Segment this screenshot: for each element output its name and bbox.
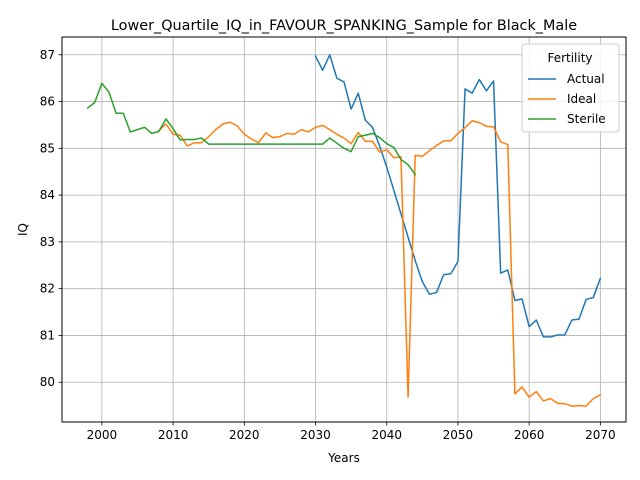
y-tick-label: 86 [40, 95, 55, 109]
y-tick-label: 81 [40, 328, 55, 342]
x-tick-label: 2050 [443, 428, 474, 442]
series-line-actual [314, 54, 602, 338]
y-tick-label: 80 [40, 375, 55, 389]
x-axis-label: Years [327, 451, 360, 465]
legend-label-sterile: Sterile [567, 112, 606, 126]
x-tick-label: 2000 [87, 428, 118, 442]
legend: Fertility Actual Ideal Sterile [521, 43, 620, 133]
series-line-sterile [86, 82, 417, 176]
series-line-ideal [157, 119, 602, 407]
chart-title: Lower_Quartile_IQ_in_FAVOUR_SPANKING_Sam… [111, 18, 577, 34]
x-tick-label: 2060 [514, 428, 545, 442]
x-tick-label: 2020 [229, 428, 260, 442]
legend-label-actual: Actual [567, 72, 605, 86]
x-tick-label: 2010 [158, 428, 189, 442]
y-axis-label: IQ [16, 223, 30, 236]
y-tick-label: 87 [40, 48, 55, 62]
y-axis-ticks: 80 81 82 83 84 85 86 87 [40, 48, 62, 389]
plot-frame [61, 36, 627, 423]
y-tick-label: 85 [40, 141, 55, 155]
x-tick-label: 2040 [371, 428, 402, 442]
legend-box [521, 43, 620, 133]
legend-title: Fertility [547, 51, 592, 65]
series-lines [86, 54, 602, 407]
x-tick-label: 2030 [300, 428, 331, 442]
x-tick-label: 2070 [585, 428, 616, 442]
legend-label-ideal: Ideal [567, 92, 596, 106]
y-tick-label: 83 [40, 235, 55, 249]
y-tick-label: 84 [40, 188, 55, 202]
y-tick-label: 82 [40, 282, 55, 296]
x-axis-ticks: 2000 2010 2020 2030 2040 2050 2060 2070 [87, 422, 616, 442]
